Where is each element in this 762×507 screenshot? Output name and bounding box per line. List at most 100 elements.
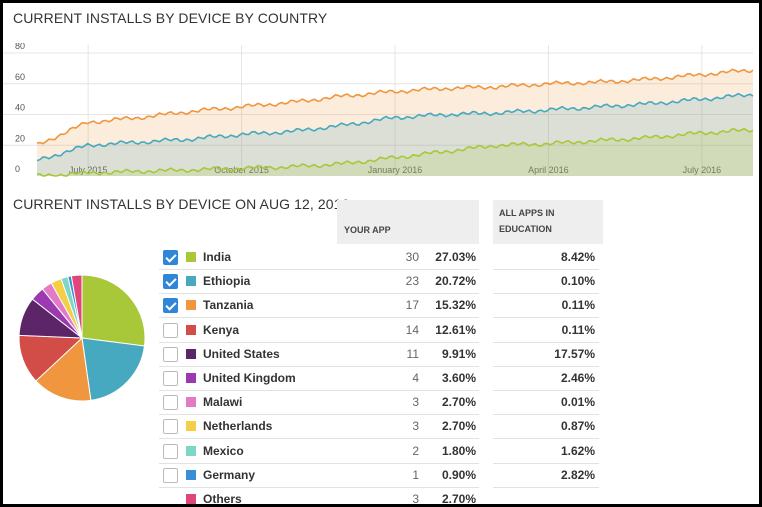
x-tick-label: April 2016 <box>528 165 569 175</box>
row-checkbox[interactable] <box>163 274 178 290</box>
row-checkbox[interactable] <box>163 250 178 265</box>
all-apps-header-line1: ALL APPS IN <box>499 208 555 218</box>
education-percent: 17.57% <box>554 346 595 361</box>
row-divider <box>493 317 599 319</box>
series-line[interactable] <box>36 92 754 162</box>
row-checkbox[interactable] <box>163 322 178 338</box>
install-count: 14 <box>405 322 419 337</box>
legend-swatch <box>186 300 196 311</box>
y-tick-label: 20 <box>15 133 25 143</box>
table-row[interactable]: Others 3 2.70% <box>159 488 599 505</box>
install-percent: 2.70% <box>441 419 476 434</box>
series-line[interactable] <box>36 68 754 145</box>
table-row[interactable]: Germany 1 0.90% 2.82% <box>159 464 599 488</box>
series-area <box>37 128 753 176</box>
row-divider <box>159 438 479 440</box>
education-percent: 0.10% <box>560 274 595 289</box>
install-count: 11 <box>406 346 419 361</box>
row-checkbox[interactable] <box>163 467 178 483</box>
education-percent: 2.46% <box>560 370 595 385</box>
install-count: 3 <box>412 491 419 505</box>
table-row[interactable]: United Kingdom 4 3.60% 2.46% <box>159 367 599 391</box>
country-name: Mexico <box>203 443 244 458</box>
legend-swatch <box>186 469 196 480</box>
pie-slice[interactable] <box>81 337 146 401</box>
install-percent: 3.60% <box>441 370 476 385</box>
your-app-header[interactable]: YOUR APP <box>337 200 479 244</box>
pie-slice[interactable] <box>70 274 83 339</box>
row-checkbox[interactable] <box>163 298 178 314</box>
x-tick-label: July 2015 <box>69 165 108 175</box>
country-name: Kenya <box>203 322 240 337</box>
x-tick-label: July 2016 <box>683 165 722 175</box>
education-percent: 2.82% <box>560 467 595 482</box>
install-count: 2 <box>412 443 419 458</box>
country-name: United States <box>203 346 280 361</box>
legend-swatch <box>186 348 196 359</box>
table-row[interactable]: Malawi 3 2.70% 0.01% <box>159 391 599 416</box>
all-apps-header-line2: EDUCATION <box>499 224 552 234</box>
legend-swatch <box>186 421 196 432</box>
your-app-header-label: YOUR APP <box>344 225 391 235</box>
row-divider <box>493 269 599 270</box>
row-divider <box>159 414 479 416</box>
legend-swatch <box>186 276 196 287</box>
row-divider <box>159 293 479 295</box>
row-checkbox[interactable] <box>163 443 178 459</box>
country-name: Malawi <box>203 395 243 410</box>
legend-swatch <box>186 324 196 335</box>
education-percent: 1.62% <box>560 443 595 458</box>
country-name: Others <box>203 491 242 505</box>
install-percent: 2.70% <box>441 395 476 410</box>
table-row[interactable]: United States 11 9.91% 17.57% <box>159 343 599 367</box>
table-title: CURRENT INSTALLS BY DEVICE ON AUG 12, 20… <box>13 196 350 212</box>
install-count: 23 <box>405 274 419 289</box>
row-divider <box>493 293 599 295</box>
row-divider <box>159 462 479 464</box>
install-count: 17 <box>405 298 419 313</box>
row-checkbox[interactable] <box>163 370 178 386</box>
row-divider <box>159 269 479 270</box>
install-percent: 1.80% <box>441 443 476 458</box>
row-checkbox[interactable] <box>163 395 178 411</box>
table-row[interactable]: Ethiopia 23 20.72% 0.10% <box>159 270 599 295</box>
y-tick-label: 60 <box>15 72 25 82</box>
all-apps-header-label: ALL APPS IN EDUCATION <box>499 205 555 237</box>
install-percent: 0.90% <box>441 467 476 482</box>
install-percent: 9.91% <box>441 346 476 361</box>
install-count: 4 <box>412 370 419 385</box>
table-row[interactable]: Mexico 2 1.80% 1.62% <box>159 440 599 464</box>
y-tick-label: 80 <box>15 43 25 51</box>
country-name: Germany <box>203 467 256 482</box>
table-row[interactable]: Tanzania 17 15.32% 0.11% <box>159 294 599 319</box>
row-divider <box>159 365 479 367</box>
install-percent: 20.72% <box>435 274 476 289</box>
legend-swatch <box>186 372 196 383</box>
row-divider <box>159 389 479 391</box>
table-row[interactable]: Netherlands 3 2.70% 0.87% <box>159 415 599 440</box>
install-percent: 2.70% <box>441 491 476 505</box>
install-count: 1 <box>412 467 419 482</box>
education-percent: 0.11% <box>561 298 595 313</box>
all-apps-header[interactable]: ALL APPS IN EDUCATION <box>493 200 603 244</box>
country-name: United Kingdom <box>203 370 296 385</box>
install-percent: 27.03% <box>435 250 476 264</box>
row-divider <box>493 486 599 488</box>
series-line[interactable] <box>36 127 754 177</box>
table-row[interactable]: Kenya 14 12.61% 0.11% <box>159 319 599 343</box>
x-tick-label: January 2016 <box>368 165 423 175</box>
country-name: Tanzania <box>203 298 254 313</box>
row-checkbox[interactable] <box>163 346 178 362</box>
row-checkbox[interactable] <box>163 419 178 435</box>
install-percent: 15.32% <box>435 298 476 313</box>
pie-slice[interactable] <box>81 274 146 347</box>
install-count: 3 <box>412 419 419 434</box>
chart-title: CURRENT INSTALLS BY DEVICE BY COUNTRY <box>13 10 328 26</box>
table-row[interactable]: India 30 27.03% 8.42% <box>159 246 599 270</box>
legend-swatch <box>186 252 196 262</box>
legend-swatch <box>186 397 196 408</box>
row-divider <box>493 462 599 464</box>
pie-slice[interactable] <box>35 336 92 402</box>
